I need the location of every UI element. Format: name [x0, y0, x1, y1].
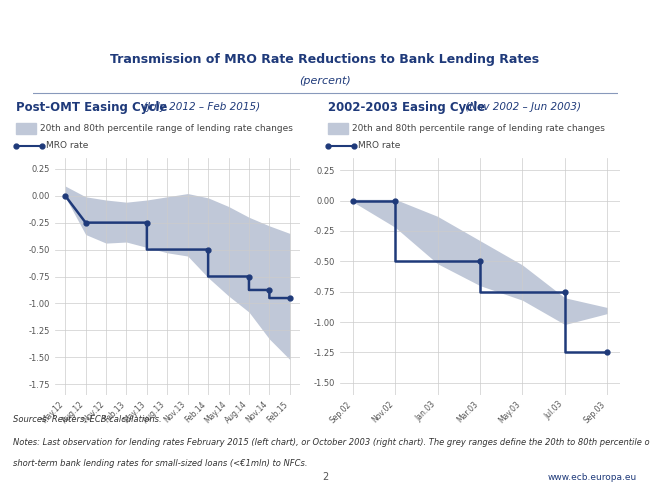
Text: 20th and 80th percentile range of lending rate changes: 20th and 80th percentile range of lendin… [352, 124, 605, 133]
Text: MRO rate: MRO rate [358, 142, 400, 150]
Text: 20th and 80th percentile range of lending rate changes: 20th and 80th percentile range of lendin… [40, 124, 293, 133]
Text: (percent): (percent) [299, 77, 351, 86]
Text: 2002-2003 Easing Cycle: 2002-2003 Easing Cycle [328, 101, 486, 114]
Bar [16, 123, 36, 135]
Text: (July 2012 – Feb 2015): (July 2012 – Feb 2015) [140, 102, 260, 113]
Text: Impairments in Transmission: Impairments in Transmission [10, 16, 301, 34]
Bar [328, 123, 348, 135]
Text: (Nov 2002 – Jun 2003): (Nov 2002 – Jun 2003) [462, 102, 580, 113]
Text: Transmission of MRO Rate Reductions to Bank Lending Rates: Transmission of MRO Rate Reductions to B… [111, 53, 540, 65]
Text: short-term bank lending rates for small-sized loans (<€1mln) to NFCs.: short-term bank lending rates for small-… [13, 459, 307, 468]
Text: MRO rate: MRO rate [46, 142, 88, 150]
Text: 2: 2 [322, 472, 328, 482]
Text: www.ecb.europa.eu: www.ecb.europa.eu [548, 473, 637, 482]
Text: Notes: Last observation for lending rates February 2015 (left chart), or October: Notes: Last observation for lending rate… [13, 438, 650, 447]
Text: Sources: Reuters, ECB calculations.: Sources: Reuters, ECB calculations. [13, 415, 162, 424]
Text: Post-OMT Easing Cycle: Post-OMT Easing Cycle [16, 101, 168, 114]
